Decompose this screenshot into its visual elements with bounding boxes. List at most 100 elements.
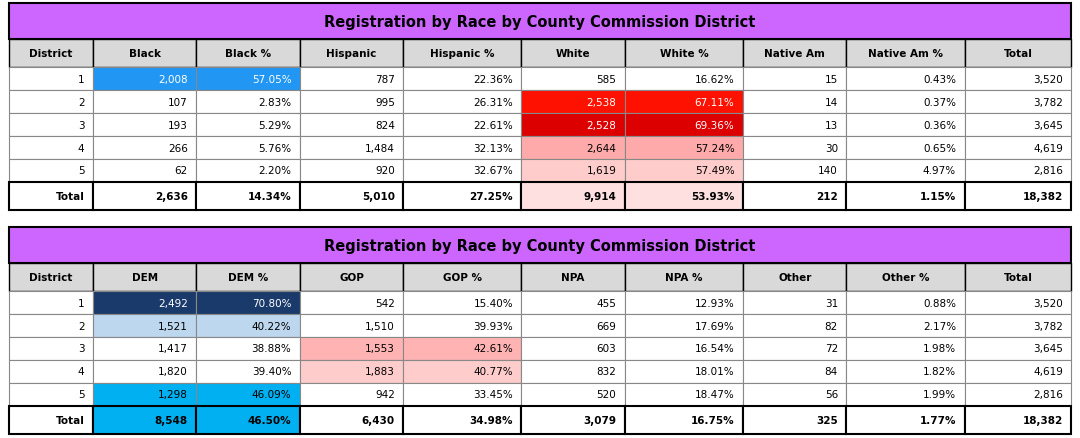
Bar <box>9 406 93 434</box>
Bar <box>964 314 1071 337</box>
Text: 31: 31 <box>825 298 838 308</box>
Text: 14.34%: 14.34% <box>247 191 292 201</box>
Bar <box>197 40 300 68</box>
Bar <box>300 337 403 360</box>
Bar <box>197 159 300 183</box>
Bar <box>625 383 743 406</box>
Bar <box>93 159 197 183</box>
Bar <box>743 183 847 210</box>
Bar <box>522 383 625 406</box>
Text: Total: Total <box>55 191 84 201</box>
Bar <box>522 159 625 183</box>
Text: 57.49%: 57.49% <box>694 166 734 176</box>
Bar <box>403 383 522 406</box>
Text: Black %: Black % <box>225 49 271 59</box>
Bar <box>625 314 743 337</box>
Text: 13: 13 <box>825 120 838 131</box>
Text: DEM: DEM <box>132 273 158 283</box>
Bar <box>522 137 625 159</box>
Text: 72: 72 <box>825 344 838 354</box>
Bar <box>9 159 93 183</box>
Text: 16.62%: 16.62% <box>694 74 734 85</box>
Bar <box>403 360 522 383</box>
Text: 824: 824 <box>375 120 395 131</box>
Bar <box>93 292 197 314</box>
Text: 2,492: 2,492 <box>158 298 188 308</box>
Text: 3,520: 3,520 <box>1034 298 1063 308</box>
Text: 1,510: 1,510 <box>365 321 395 331</box>
Bar <box>93 68 197 91</box>
Bar <box>964 337 1071 360</box>
Bar <box>964 264 1071 292</box>
Bar <box>964 360 1071 383</box>
Bar <box>197 406 300 434</box>
Text: 56: 56 <box>825 389 838 399</box>
Text: 42.61%: 42.61% <box>473 344 513 354</box>
Text: 17.69%: 17.69% <box>694 321 734 331</box>
Bar <box>625 264 743 292</box>
Text: 67.11%: 67.11% <box>694 98 734 107</box>
Bar <box>522 292 625 314</box>
Bar <box>403 264 522 292</box>
Bar <box>300 159 403 183</box>
Text: GOP %: GOP % <box>443 273 482 283</box>
Bar <box>625 68 743 91</box>
Text: 39.40%: 39.40% <box>252 367 292 377</box>
Text: 16.54%: 16.54% <box>694 344 734 354</box>
Text: 1,521: 1,521 <box>158 321 188 331</box>
Bar <box>847 292 964 314</box>
Bar <box>522 68 625 91</box>
Text: 325: 325 <box>816 415 838 425</box>
Text: 3,782: 3,782 <box>1032 98 1063 107</box>
Bar <box>403 114 522 137</box>
Bar <box>625 406 743 434</box>
Bar <box>197 114 300 137</box>
Text: 2,636: 2,636 <box>154 191 188 201</box>
Text: 3,079: 3,079 <box>583 415 617 425</box>
Text: Hispanic %: Hispanic % <box>430 49 495 59</box>
Bar <box>625 292 743 314</box>
Bar <box>300 292 403 314</box>
Bar <box>300 91 403 114</box>
Text: 2,008: 2,008 <box>159 74 188 85</box>
Text: 57.24%: 57.24% <box>694 143 734 153</box>
Text: 69.36%: 69.36% <box>694 120 734 131</box>
Bar <box>625 159 743 183</box>
Text: 2,538: 2,538 <box>586 98 617 107</box>
Bar <box>743 406 847 434</box>
Text: 4: 4 <box>78 367 84 377</box>
Text: 920: 920 <box>375 166 395 176</box>
Bar <box>743 159 847 183</box>
Text: 15: 15 <box>825 74 838 85</box>
Text: 2.83%: 2.83% <box>258 98 292 107</box>
Text: 1.98%: 1.98% <box>923 344 956 354</box>
Bar <box>403 91 522 114</box>
Bar <box>964 383 1071 406</box>
Bar <box>522 406 625 434</box>
Text: 2,816: 2,816 <box>1032 389 1063 399</box>
Bar <box>743 292 847 314</box>
Bar <box>197 337 300 360</box>
Text: 8,548: 8,548 <box>154 415 188 425</box>
Bar <box>625 360 743 383</box>
Bar <box>522 40 625 68</box>
Bar <box>847 68 964 91</box>
Bar <box>9 183 93 210</box>
Text: 40.77%: 40.77% <box>473 367 513 377</box>
Bar <box>743 383 847 406</box>
Text: 1: 1 <box>78 298 84 308</box>
Bar <box>625 183 743 210</box>
Bar <box>964 114 1071 137</box>
Bar <box>93 114 197 137</box>
Bar <box>403 314 522 337</box>
Text: 46.50%: 46.50% <box>247 415 292 425</box>
Text: 14: 14 <box>825 98 838 107</box>
Text: 0.65%: 0.65% <box>923 143 956 153</box>
Bar <box>9 314 93 337</box>
Bar <box>9 114 93 137</box>
Bar <box>743 91 847 114</box>
Bar <box>300 183 403 210</box>
Bar <box>522 114 625 137</box>
Bar <box>743 137 847 159</box>
Text: 46.09%: 46.09% <box>252 389 292 399</box>
